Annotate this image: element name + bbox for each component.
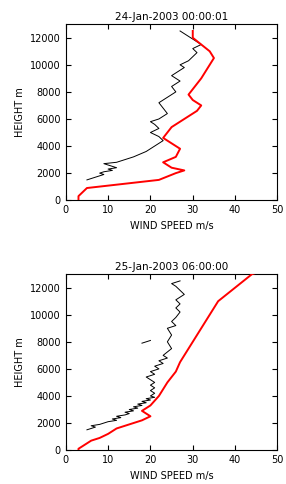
Title: 24-Jan-2003 00:00:01: 24-Jan-2003 00:00:01 bbox=[115, 12, 228, 22]
X-axis label: WIND SPEED m/s: WIND SPEED m/s bbox=[130, 221, 213, 230]
Y-axis label: HEIGHT m: HEIGHT m bbox=[15, 87, 25, 137]
X-axis label: WIND SPEED m/s: WIND SPEED m/s bbox=[130, 470, 213, 481]
Y-axis label: HEIGHT m: HEIGHT m bbox=[15, 337, 25, 387]
Title: 25-Jan-2003 06:00:00: 25-Jan-2003 06:00:00 bbox=[115, 262, 228, 272]
